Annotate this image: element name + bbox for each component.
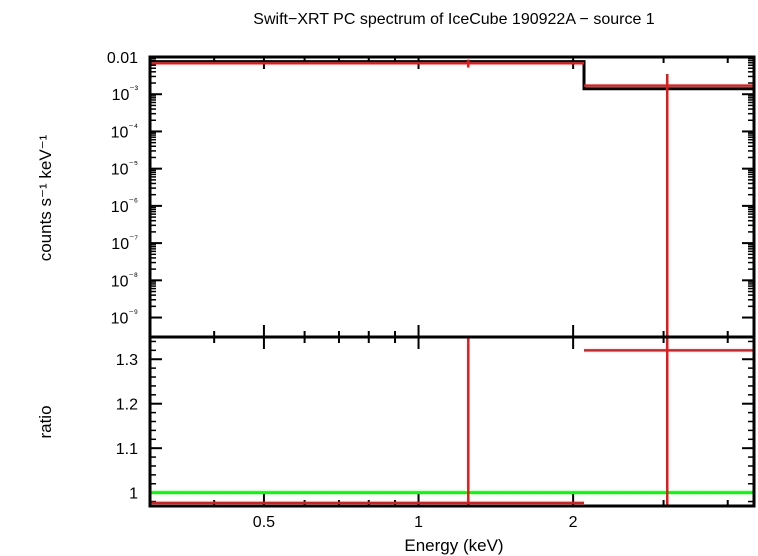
top-ytick-label: 10⁻⁷ [111, 234, 138, 253]
bottom-ytick-label: 1.2 [116, 397, 138, 414]
bottom-ytick-label: 1.1 [116, 441, 138, 458]
bottom-ytick-label: 1 [129, 486, 138, 503]
bottom-panel-frame [148, 335, 756, 508]
top-ytick-label: 10⁻⁶ [111, 197, 138, 216]
top-y-axis-title: counts s⁻¹ keV⁻¹ [36, 134, 55, 261]
model-step-line [150, 60, 754, 91]
top-panel-frame [148, 55, 756, 339]
chart-title: Swift−XRT PC spectrum of IceCube 190922A… [253, 11, 655, 28]
panel-frames [148, 55, 756, 508]
x-axis-title: Energy (keV) [404, 536, 503, 555]
top-panel: 0.01 10⁻³ 10⁻⁴ 10⁻⁵ 10⁻⁶ 10⁻⁷ 10⁻⁸ 10⁻⁹ [107, 50, 754, 349]
top-ytick-label: 10⁻⁵ [111, 160, 138, 179]
top-ytick-label: 0.01 [107, 50, 138, 67]
bottom-panel: 0.5 1 2 1 1.1 1.2 1.3 [116, 337, 754, 531]
top-ytick-label: 10⁻⁸ [111, 271, 138, 290]
bottom-ytick-label: 1.3 [116, 352, 138, 369]
bottom-y-axis-title: ratio [36, 405, 55, 438]
top-ytick-label: 10⁻³ [112, 85, 139, 104]
top-ytick-label: 10⁻⁹ [111, 309, 138, 328]
top-ytick-label: 10⁻⁴ [111, 122, 138, 141]
x-tick-label: 0.5 [253, 514, 275, 531]
x-tick-label: 1 [414, 514, 423, 531]
x-tick-label: 2 [569, 514, 578, 531]
